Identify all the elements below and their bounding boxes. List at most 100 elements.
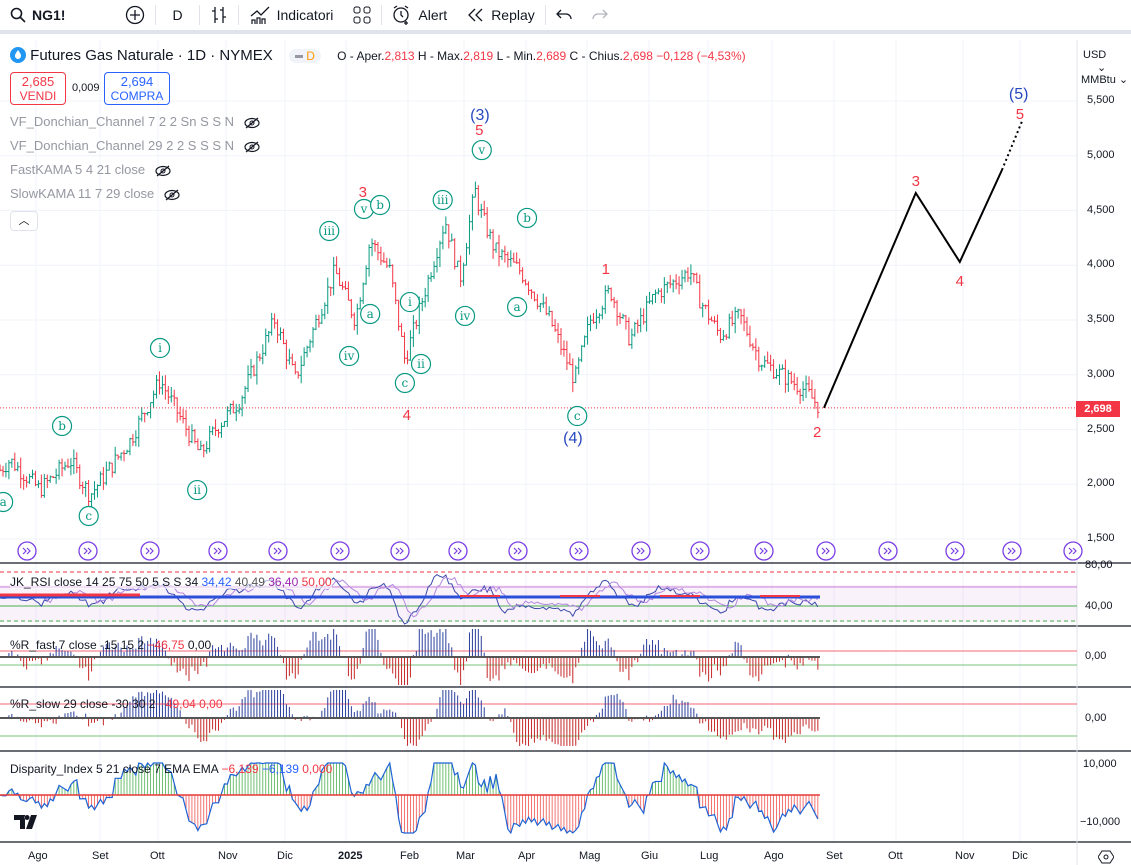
wave-label-intermediate: 4 <box>403 407 411 424</box>
layouts-button[interactable] <box>343 0 381 30</box>
replay-label: Replay <box>491 7 535 23</box>
marker-circle <box>17 541 37 561</box>
price-bar <box>222 420 226 427</box>
price-bar <box>28 473 32 484</box>
redo-icon <box>592 9 608 20</box>
price-bar <box>361 282 365 304</box>
study-legend-item[interactable]: VF_Donchian_Channel 29 2 2 S S S N <box>10 138 260 153</box>
symbol-search-button[interactable]: NG1! <box>0 0 75 30</box>
price-bar <box>621 313 625 320</box>
compare-symbol-button[interactable] <box>115 0 155 30</box>
market-status-badge[interactable]: D <box>288 49 321 63</box>
marker-arrows <box>453 547 462 555</box>
price-bar <box>769 354 773 372</box>
eye-off-icon[interactable] <box>244 117 260 129</box>
settings-icon[interactable] <box>1098 850 1114 864</box>
study-name: SlowKAMA 11 7 29 close <box>10 186 155 201</box>
price-bar <box>267 331 271 343</box>
price-bar <box>692 273 696 283</box>
price-bar <box>379 246 383 266</box>
price-bar <box>326 277 330 314</box>
price-bar <box>284 339 288 370</box>
price-bar <box>287 348 291 365</box>
wave-text: iv <box>460 309 471 323</box>
undo-button[interactable] <box>546 0 582 30</box>
marker-circle <box>78 541 98 561</box>
study-name: FastKAMA 5 4 21 close <box>10 162 146 177</box>
price-bar <box>786 369 790 392</box>
price-bar <box>683 269 687 283</box>
wave-label-circled: ii <box>410 353 432 375</box>
wave-text: c <box>574 409 581 423</box>
price-bar <box>671 279 675 293</box>
price-bar <box>535 294 539 310</box>
eye-off-icon[interactable] <box>155 165 171 177</box>
replay-marker-icon <box>268 541 288 561</box>
time-tick: 2025 <box>338 850 363 862</box>
time-tick: Mar <box>456 850 475 862</box>
sell-label: VENDI <box>19 89 57 103</box>
price-bar <box>87 479 91 508</box>
sell-button[interactable]: 2,685 VENDI <box>10 72 66 105</box>
disparity-line <box>0 761 819 835</box>
price-bar <box>279 327 283 341</box>
eye-off-icon[interactable] <box>244 141 260 153</box>
study-legend-item[interactable]: VF_Donchian_Channel 7 2 2 Sn S S N <box>10 114 260 129</box>
wave-circle <box>516 207 538 229</box>
indicators-button[interactable]: Indicatori <box>239 0 344 30</box>
price-bar <box>674 274 678 290</box>
price-bar <box>75 452 79 474</box>
study-legend-item[interactable]: FastKAMA 5 4 21 close <box>10 162 171 177</box>
projection-dotted <box>1001 121 1023 171</box>
rsi-axis-40: 40,00 <box>1085 600 1113 612</box>
price-bar <box>804 375 808 399</box>
buy-button[interactable]: 2,694 COMPRA <box>104 72 170 105</box>
price-bar <box>317 314 321 328</box>
interval-button[interactable]: D <box>172 7 183 23</box>
price-bar <box>677 276 681 295</box>
price-bar <box>636 319 640 334</box>
price-bar <box>453 238 457 270</box>
chart-type-button[interactable] <box>200 0 238 30</box>
currency-select[interactable]: USD ⌄ <box>1083 49 1131 74</box>
wave-label-circled: ii <box>187 479 208 501</box>
price-bar <box>568 353 572 366</box>
rsi-signal-line <box>0 576 819 618</box>
price-bar <box>225 406 229 427</box>
price-bar <box>651 293 655 305</box>
wave-text: iii <box>437 193 449 207</box>
price-bar <box>341 281 345 290</box>
unit-select[interactable]: MMBtu ⌄ <box>1081 73 1128 86</box>
time-tick: Ago <box>764 850 784 862</box>
price-bar <box>476 185 480 216</box>
price-bar <box>172 389 176 407</box>
redo-button[interactable] <box>582 0 618 30</box>
price-tick: 5,000 <box>1087 148 1115 161</box>
price-bar <box>329 286 333 297</box>
undo-icon <box>555 9 572 20</box>
price-bar <box>219 422 223 438</box>
price-bar <box>160 375 164 395</box>
price-bar <box>642 308 646 325</box>
price-bar <box>376 242 380 261</box>
time-tick: Ago <box>28 850 48 862</box>
eye-off-icon[interactable] <box>164 189 180 201</box>
price-bar <box>656 288 660 295</box>
replay-button[interactable]: Replay <box>457 0 545 30</box>
price-bar <box>630 328 634 349</box>
open-value: 2,813 <box>384 49 415 63</box>
alert-button[interactable]: Alert <box>382 0 457 30</box>
study-legend-item[interactable]: SlowKAMA 11 7 29 close <box>10 186 180 201</box>
wave-text: v <box>477 143 485 157</box>
price-bar <box>42 473 46 498</box>
price-bar <box>36 480 40 489</box>
wave-label-intermediate: 5 <box>1016 106 1024 123</box>
collapse-legend-button[interactable]: ︿ <box>10 211 38 231</box>
price-bar <box>246 365 250 393</box>
wave-circle <box>78 505 99 527</box>
disparity-legend: Disparity_Index 5 21 close 7 EMA EMA −6,… <box>10 762 332 776</box>
price-bar <box>125 449 129 455</box>
price-tick: 1,500 <box>1087 532 1115 544</box>
price-bar <box>81 481 85 495</box>
